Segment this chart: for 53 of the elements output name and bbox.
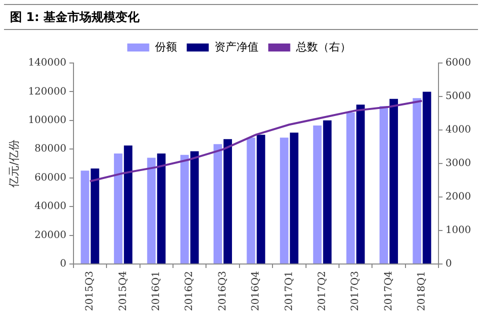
y-tick-label: 60000	[34, 172, 66, 184]
bar	[214, 144, 222, 264]
bar	[147, 158, 156, 264]
bar	[422, 92, 432, 264]
y-tick-label: 20000	[34, 230, 66, 241]
bar	[356, 104, 365, 264]
x-tick-label: 2017Q1	[284, 270, 295, 312]
bar	[313, 125, 322, 264]
chart-title: 图 1: 基金市场规模变化	[4, 4, 478, 30]
y-tick-label: 100000	[28, 115, 66, 126]
bar	[224, 139, 232, 264]
y2-tick-label: 3000	[446, 158, 472, 170]
x-tick-label: 2017Q4	[383, 270, 394, 312]
x-tick-label: 2015Q3	[84, 270, 96, 312]
y2-tick-label: 1000	[446, 225, 472, 236]
bar	[190, 151, 199, 264]
legend-label: 份额	[154, 40, 177, 54]
legend-label: 资产净值	[214, 40, 258, 54]
x-tick-label: 2015Q4	[118, 270, 129, 312]
y2-tick-label: 2000	[446, 192, 472, 203]
bar	[80, 170, 90, 264]
y2-tick-label: 5000	[446, 91, 472, 102]
bar	[412, 98, 422, 264]
y-tick-label: 120000	[28, 86, 66, 98]
bar	[256, 134, 266, 264]
bar	[114, 153, 122, 264]
y-tick-label: 80000	[34, 144, 66, 155]
bar	[290, 132, 298, 264]
y2-tick-label: 0	[446, 258, 452, 270]
y-tick-label: 40000	[34, 201, 66, 212]
x-tick-label: 2016Q4	[250, 270, 262, 312]
x-tick-label: 2016Q2	[184, 270, 196, 312]
x-tick-label: 2016Q3	[217, 270, 228, 312]
x-tick-label: 2016Q1	[150, 270, 162, 312]
y2-tick-label: 4000	[446, 124, 472, 136]
bar	[157, 153, 166, 264]
bar	[346, 112, 355, 264]
y-tick-label: 0	[60, 258, 66, 270]
y-tick-label: 140000	[28, 58, 66, 69]
bar	[90, 168, 100, 264]
bar	[124, 146, 132, 264]
y2-tick-label: 6000	[446, 58, 472, 69]
x-tick-label: 2017Q2	[316, 270, 328, 312]
legend-label: 总数（右）	[294, 40, 351, 54]
x-tick-label: 2018Q1	[416, 270, 428, 312]
x-tick-label: 2017Q3	[350, 270, 362, 312]
y-axis-title: 亿元/亿份	[7, 140, 20, 188]
bar	[380, 106, 388, 264]
bar	[246, 138, 256, 264]
bar	[390, 98, 398, 264]
bar	[323, 120, 332, 264]
bar	[280, 138, 288, 264]
bar	[180, 154, 189, 264]
